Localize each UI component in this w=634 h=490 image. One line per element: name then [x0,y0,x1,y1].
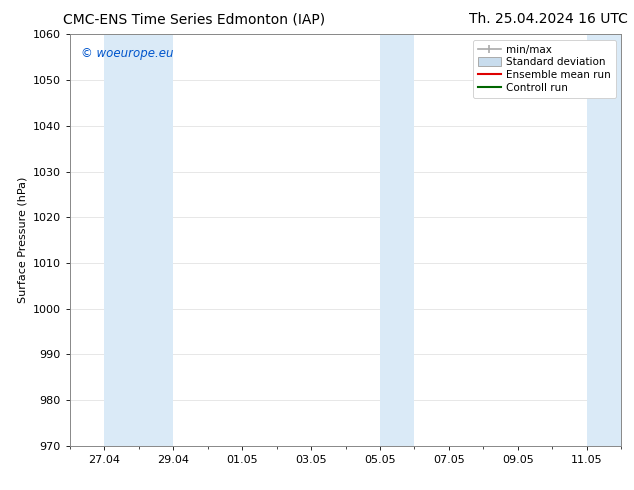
Text: CMC-ENS Time Series Edmonton (IAP): CMC-ENS Time Series Edmonton (IAP) [63,12,325,26]
Bar [587,34,621,446]
Y-axis label: Surface Pressure (hPa): Surface Pressure (hPa) [17,177,27,303]
Text: Th. 25.04.2024 16 UTC: Th. 25.04.2024 16 UTC [469,12,628,26]
Bar [104,34,173,446]
Text: © woeurope.eu: © woeurope.eu [81,47,173,60]
Legend: min/max, Standard deviation, Ensemble mean run, Controll run: min/max, Standard deviation, Ensemble me… [473,40,616,98]
Bar [380,34,415,446]
